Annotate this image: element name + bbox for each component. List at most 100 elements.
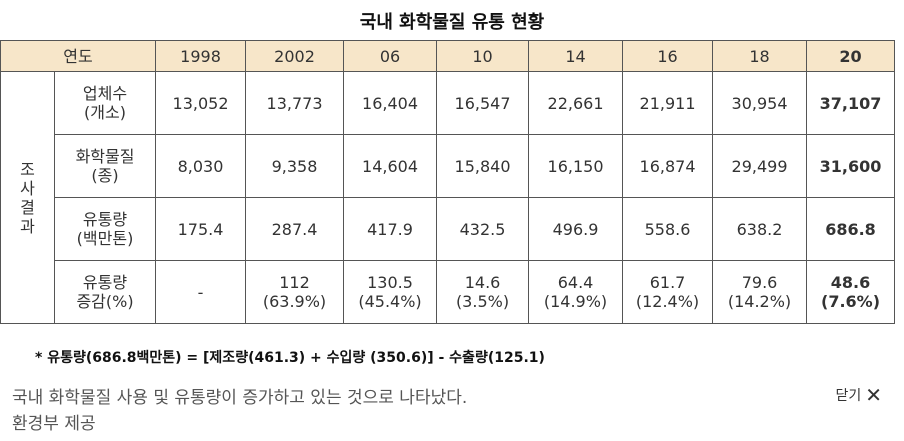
table-row: 유통량 증감(%) -112 (63.9%) 130.5 (45.4%) 14.6 (3.5%… bbox=[1, 260, 896, 324]
footnote: * 유통량(686.8백만톤) = [제조량(461.3) + 수입량 (350… bbox=[35, 350, 545, 366]
table-cell: 61.7 (12.4%) bbox=[622, 260, 714, 324]
cell-line: 14.6 bbox=[464, 273, 501, 292]
table-cell: - bbox=[155, 260, 247, 324]
header-cell-year-value: 2002 bbox=[245, 40, 345, 72]
cell-line: (63.9%) bbox=[262, 292, 327, 311]
cell-line: 9,358 bbox=[271, 156, 318, 176]
cell-line: 79.6 bbox=[741, 273, 778, 292]
header-cell-year-value: 1998 bbox=[155, 40, 247, 72]
header-cell-year-value: 18 bbox=[712, 40, 808, 72]
close-button[interactable]: 닫기 ✕ bbox=[835, 383, 882, 407]
table-cell: 14,604 bbox=[343, 134, 438, 198]
table-cell: 175.4 bbox=[155, 197, 247, 261]
table-cell: 112 (63.9%) bbox=[245, 260, 345, 324]
cell-line: 558.6 bbox=[644, 219, 691, 239]
caption-text: 국내 화학물질 사용 및 유통량이 증가하고 있는 것으로 나타났다. bbox=[12, 388, 468, 408]
cell-line: 175.4 bbox=[177, 219, 224, 239]
table-cell: 22,661 bbox=[528, 71, 624, 135]
cell-line: 432.5 bbox=[459, 219, 506, 239]
table-cell: 37,107 bbox=[806, 71, 896, 135]
row-label-line: 유통량 bbox=[82, 273, 128, 292]
cell-line: 496.9 bbox=[552, 219, 599, 239]
header-cell-year: 연도 bbox=[0, 40, 157, 72]
table-cell: 16,404 bbox=[343, 71, 438, 135]
row-label-line: 유통량 bbox=[82, 210, 128, 229]
cell-line: 37,107 bbox=[819, 93, 882, 113]
row-label-line: 화학물질 bbox=[75, 147, 135, 166]
table-cell: 16,874 bbox=[622, 134, 714, 198]
caption-credit: 환경부 제공 bbox=[12, 414, 96, 434]
header-cell-year-value: 16 bbox=[622, 40, 714, 72]
group-label-char: 조 bbox=[20, 159, 35, 179]
row-label-line: 업체수 bbox=[82, 84, 128, 103]
cell-line: 14,604 bbox=[362, 156, 418, 176]
group-label-char: 결 bbox=[20, 197, 35, 217]
table-cell: 48.6 (7.6%) bbox=[806, 260, 896, 324]
table-cell: 16,547 bbox=[436, 71, 530, 135]
row-label-line: (종) bbox=[91, 166, 119, 185]
table-cell: 9,358 bbox=[245, 134, 345, 198]
cell-line: - bbox=[197, 282, 204, 302]
table-cell: 432.5 bbox=[436, 197, 530, 261]
table-cell: 16,150 bbox=[528, 134, 624, 198]
cell-line: 21,911 bbox=[639, 93, 696, 113]
group-label-char: 과 bbox=[20, 216, 35, 236]
table-cell: 287.4 bbox=[245, 197, 345, 261]
cell-line: 287.4 bbox=[271, 219, 318, 239]
row-label: 유통량 증감(%) bbox=[53, 260, 157, 324]
cell-line: (3.5%) bbox=[455, 292, 510, 311]
cell-line: 130.5 bbox=[367, 273, 413, 292]
cell-line: 638.2 bbox=[736, 219, 783, 239]
cell-line: 31,600 bbox=[819, 156, 882, 176]
cell-line: 16,874 bbox=[639, 156, 696, 176]
table-cell: 30,954 bbox=[712, 71, 808, 135]
table-cell: 13,773 bbox=[245, 71, 345, 135]
cell-line: 16,547 bbox=[454, 93, 511, 113]
cell-line: (12.4%) bbox=[635, 292, 700, 311]
cell-line: 16,150 bbox=[547, 156, 604, 176]
header-cell-year-value: 14 bbox=[528, 40, 624, 72]
row-label-line: 증감(%) bbox=[76, 292, 134, 311]
cell-line: 13,773 bbox=[266, 93, 323, 113]
cell-line: (14.9%) bbox=[543, 292, 608, 311]
close-icon: ✕ bbox=[865, 383, 882, 407]
cell-line: 16,404 bbox=[362, 93, 418, 113]
cell-line: 64.4 bbox=[557, 273, 594, 292]
cell-line: (7.6%) bbox=[821, 292, 881, 311]
row-label-line: (개소) bbox=[84, 103, 126, 122]
cell-line: 8,030 bbox=[177, 156, 224, 176]
page-title: 국내 화학물질 유통 현황 bbox=[359, 12, 545, 33]
cell-line: (45.4%) bbox=[358, 292, 422, 311]
header-cell-year-value: 10 bbox=[436, 40, 530, 72]
cell-line: 61.7 bbox=[649, 273, 686, 292]
cell-line: 13,052 bbox=[172, 93, 229, 113]
cell-line: 112 bbox=[279, 273, 310, 292]
table-row: 조 사 결 과 업체수 (개소) 13,052 13,773 16,404 16,547 22,66… bbox=[0, 71, 896, 324]
cell-line: 22,661 bbox=[547, 93, 604, 113]
table-cell: 558.6 bbox=[622, 197, 714, 261]
table-cell: 64.4 (14.9%) bbox=[528, 260, 624, 324]
table-row: 화학물질 (종) 8,030 9,358 14,604 15,840 16,150 16,87… bbox=[1, 134, 896, 198]
cell-line: 48.6 bbox=[830, 273, 871, 292]
close-label: 닫기 bbox=[835, 388, 862, 404]
table-cell: 496.9 bbox=[528, 197, 624, 261]
table-cell: 13,052 bbox=[155, 71, 247, 135]
table-header-row: 연도 1998 2002 06 10 14 16 18 20 bbox=[0, 40, 896, 72]
row-label: 업체수 (개소) bbox=[53, 71, 157, 135]
cell-line: 30,954 bbox=[731, 93, 788, 113]
group-label-char: 사 bbox=[20, 178, 35, 198]
table-cell: 8,030 bbox=[155, 134, 247, 198]
table-cell: 29,499 bbox=[712, 134, 808, 198]
cell-line: 417.9 bbox=[367, 219, 413, 239]
table-cell: 130.5 (45.4%) bbox=[343, 260, 438, 324]
row-label: 화학물질 (종) bbox=[53, 134, 157, 198]
row-label-line: (백만톤) bbox=[76, 229, 134, 248]
table-cell: 15,840 bbox=[436, 134, 530, 198]
row-label: 유통량 (백만톤) bbox=[53, 197, 157, 261]
table-cell: 686.8 bbox=[806, 197, 896, 261]
table-cell: 31,600 bbox=[806, 134, 896, 198]
table-cell: 79.6 (14.2%) bbox=[712, 260, 808, 324]
table-cell: 417.9 bbox=[343, 197, 438, 261]
header-cell-year-value: 20 bbox=[806, 40, 896, 72]
header-cell-year-value: 06 bbox=[343, 40, 438, 72]
